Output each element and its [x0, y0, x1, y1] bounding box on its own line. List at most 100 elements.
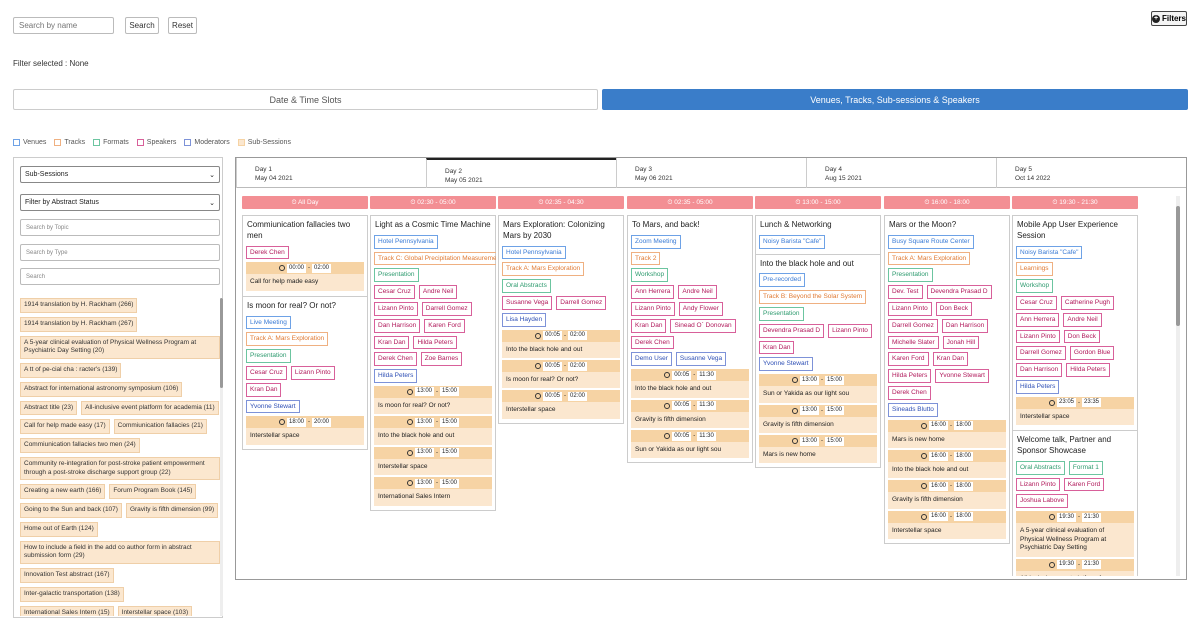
sub-session-item[interactable]: Commiunication fallacies two men (24) [20, 438, 140, 453]
session-title[interactable]: Mobile App User Experience Session [1017, 220, 1118, 240]
speaker-chip[interactable]: Gordon Blue [1069, 346, 1115, 361]
moderator-chip[interactable]: Lisa Hayden [502, 312, 547, 327]
speaker-chip[interactable]: Lizann Pinto [1016, 329, 1060, 344]
speaker-chip[interactable]: Ann Herrera [1016, 312, 1060, 327]
sub-session-title[interactable]: Into the black hole and out [502, 341, 620, 359]
format-chip[interactable]: Presentation [246, 349, 291, 364]
speaker-chip[interactable]: Derek Chen [374, 352, 417, 367]
tab-date-time-slots[interactable]: Date & Time Slots [13, 89, 598, 110]
sub-session-title[interactable]: Interstellar space [888, 522, 1006, 540]
speaker-chip[interactable]: Ann Herrera [631, 285, 675, 299]
moderator-chip[interactable]: Sineads Blutto [888, 402, 938, 417]
speaker-chip[interactable]: Don Beck [1063, 329, 1100, 344]
sub-session-item[interactable]: 1914 translation by H. Rackham (266) [20, 298, 138, 313]
sub-session-title[interactable]: Is moon for real? Or not? [502, 372, 620, 389]
speaker-chip[interactable]: Kran Dan [631, 318, 667, 333]
speaker-chip[interactable]: Cesar Cruz [1016, 295, 1057, 310]
sub-session-item[interactable]: Going to the Sun and back (107) [20, 503, 122, 518]
session-title[interactable]: To Mars, and back! [632, 220, 700, 229]
format-chip[interactable]: Oral Abstracts [502, 279, 551, 293]
venue-chip[interactable]: Busy Square Route Center [888, 234, 974, 249]
speaker-chip[interactable]: Hilda Peters [413, 335, 457, 350]
sub-session-title[interactable]: Mars is new home [888, 431, 1006, 448]
search-button[interactable]: Search [125, 17, 159, 34]
speaker-chip[interactable]: Kran Dan [932, 352, 968, 367]
sub-session-title[interactable]: Into the black hole and out [374, 428, 492, 445]
session-title[interactable]: Mars Exploration: Colonizing Mars by 203… [503, 220, 605, 240]
speaker-chip[interactable]: Dan Harrison [941, 318, 989, 333]
day-tab-4[interactable]: Day 4 Aug 15 2021 [806, 158, 996, 188]
day-tab-5[interactable]: Day 5 Oct 14 2022 [996, 158, 1186, 188]
reset-button[interactable]: Reset [168, 17, 197, 34]
speaker-chip[interactable]: Andre Neil [678, 285, 717, 299]
moderator-chip[interactable]: Yvonne Stewart [246, 399, 300, 414]
sub-session-title[interactable]: All-inclusive event platform for academi… [1016, 570, 1134, 576]
format-chip[interactable]: Oral Abstracts [1016, 460, 1065, 475]
speaker-chip[interactable]: Karen Ford [888, 352, 929, 367]
speaker-chip[interactable]: Catherine Pugh [1060, 295, 1115, 310]
speaker-chip[interactable]: Darrell Gomez [1016, 346, 1066, 361]
sub-session-title[interactable]: Interstellar space [246, 428, 364, 445]
sub-session-item[interactable]: Abstract title (23) [20, 400, 78, 416]
sub-session-title[interactable]: Interstellar space [374, 458, 492, 476]
speaker-chip[interactable]: Hilda Peters [888, 369, 932, 383]
speaker-chip[interactable]: Yvonne Stewart [935, 369, 989, 383]
speaker-chip[interactable]: Hilda Peters [1066, 363, 1110, 377]
session-title[interactable]: Welcome talk, Partner and Sponsor Showca… [1017, 435, 1112, 455]
venue-chip[interactable]: Zoom Meeting [631, 234, 681, 249]
speaker-chip[interactable]: Dev. Test [888, 285, 923, 299]
venue-chip[interactable]: Hotel Pennsylvania [502, 245, 566, 260]
track-chip[interactable]: Track A: Mars Exploration [502, 262, 585, 277]
sub-session-item[interactable]: How to include a field in the add co aut… [20, 540, 220, 565]
moderator-chip[interactable]: Demo User [631, 352, 672, 367]
speaker-chip[interactable]: Derek Chen [246, 245, 289, 260]
format-chip[interactable]: Workshop [1016, 279, 1054, 293]
sub-session-item[interactable]: 1914 translation by H. Rackham (267) [20, 316, 138, 332]
track-chip[interactable]: Track A: Mars Exploration [246, 332, 329, 347]
sub-session-item[interactable]: Forum Program Book (145) [109, 484, 197, 500]
speaker-chip[interactable]: Jonah Hill [942, 335, 980, 350]
sub-session-title[interactable]: Mars is new home [759, 447, 877, 464]
sub-session-title[interactable]: Into the black hole and out [631, 381, 749, 398]
sub-session-title[interactable]: Gravity is fifth dimension [759, 416, 877, 434]
speaker-chip[interactable]: Michelle Slater [888, 335, 939, 350]
sub-session-item[interactable]: Community re-integration for post-stroke… [20, 456, 220, 481]
sub-session-item[interactable]: Gravity is fifth dimension (99) [125, 503, 219, 518]
moderator-chip[interactable]: Hilda Peters [374, 369, 418, 383]
sub-session-title[interactable]: International Sales Intern [374, 489, 492, 506]
speaker-chip[interactable]: Lizann Pinto [888, 301, 932, 316]
venue-chip[interactable]: Pre-recorded [759, 273, 805, 288]
sub-session-item[interactable]: All-inclusive event platform for academi… [81, 400, 219, 416]
speaker-chip[interactable]: Susanne Vega [502, 295, 553, 310]
day-tab-3[interactable]: Day 3 May 06 2021 [616, 158, 806, 188]
sidebar-scrollbar[interactable] [220, 298, 223, 616]
speaker-chip[interactable]: Karen Ford [1063, 477, 1105, 492]
sub-session-item[interactable]: Inter-galactic transportation (138) [20, 587, 124, 602]
sub-sessions-select[interactable]: Sub-Sessions ⌄ [20, 166, 220, 183]
sub-session-item[interactable]: A tt of pe-cial cha : racter's (139) [20, 363, 122, 378]
sub-session-title[interactable]: Interstellar space [1016, 408, 1134, 426]
session-title[interactable]: Is moon for real? Or not? [247, 300, 336, 310]
speaker-chip[interactable]: Lizann Pinto [631, 301, 675, 316]
search-type-input[interactable]: Search by Type [20, 244, 220, 261]
sub-session-title[interactable]: Sun or Yakida as our light sou [631, 442, 749, 459]
search-topic-input[interactable]: Search by Topic [20, 219, 220, 236]
format-chip[interactable]: Workshop [631, 268, 669, 283]
track-chip[interactable]: Track A: Mars Exploration [888, 251, 971, 266]
sub-session-item[interactable]: Innovation Test abstract (167) [20, 568, 114, 584]
speaker-chip[interactable]: Kran Dan [246, 382, 282, 397]
schedule-scrollbar[interactable] [1176, 196, 1180, 576]
venue-chip[interactable]: Hotel Pennsylvania [374, 234, 438, 249]
sub-session-item[interactable]: International Sales Intern (15) [20, 605, 114, 616]
sidebar-search-input[interactable]: Search [20, 268, 220, 285]
speaker-chip[interactable]: Don Beck [935, 301, 972, 316]
track-chip[interactable]: Track 2 [631, 251, 661, 266]
speaker-chip[interactable]: Derek Chen [888, 385, 931, 400]
format-chip[interactable]: Presentation [759, 306, 804, 321]
day-tab-1[interactable]: Day 1 May 04 2021 [236, 158, 426, 188]
sub-session-title[interactable]: Gravity is fifth dimension [631, 411, 749, 429]
speaker-chip[interactable]: Dan Harrison [374, 318, 421, 333]
venue-chip[interactable]: Noisy Barista "Cafe" [1016, 245, 1083, 260]
speaker-chip[interactable]: Karen Ford [424, 318, 465, 333]
filters-button[interactable]: + Filters [1151, 11, 1187, 26]
